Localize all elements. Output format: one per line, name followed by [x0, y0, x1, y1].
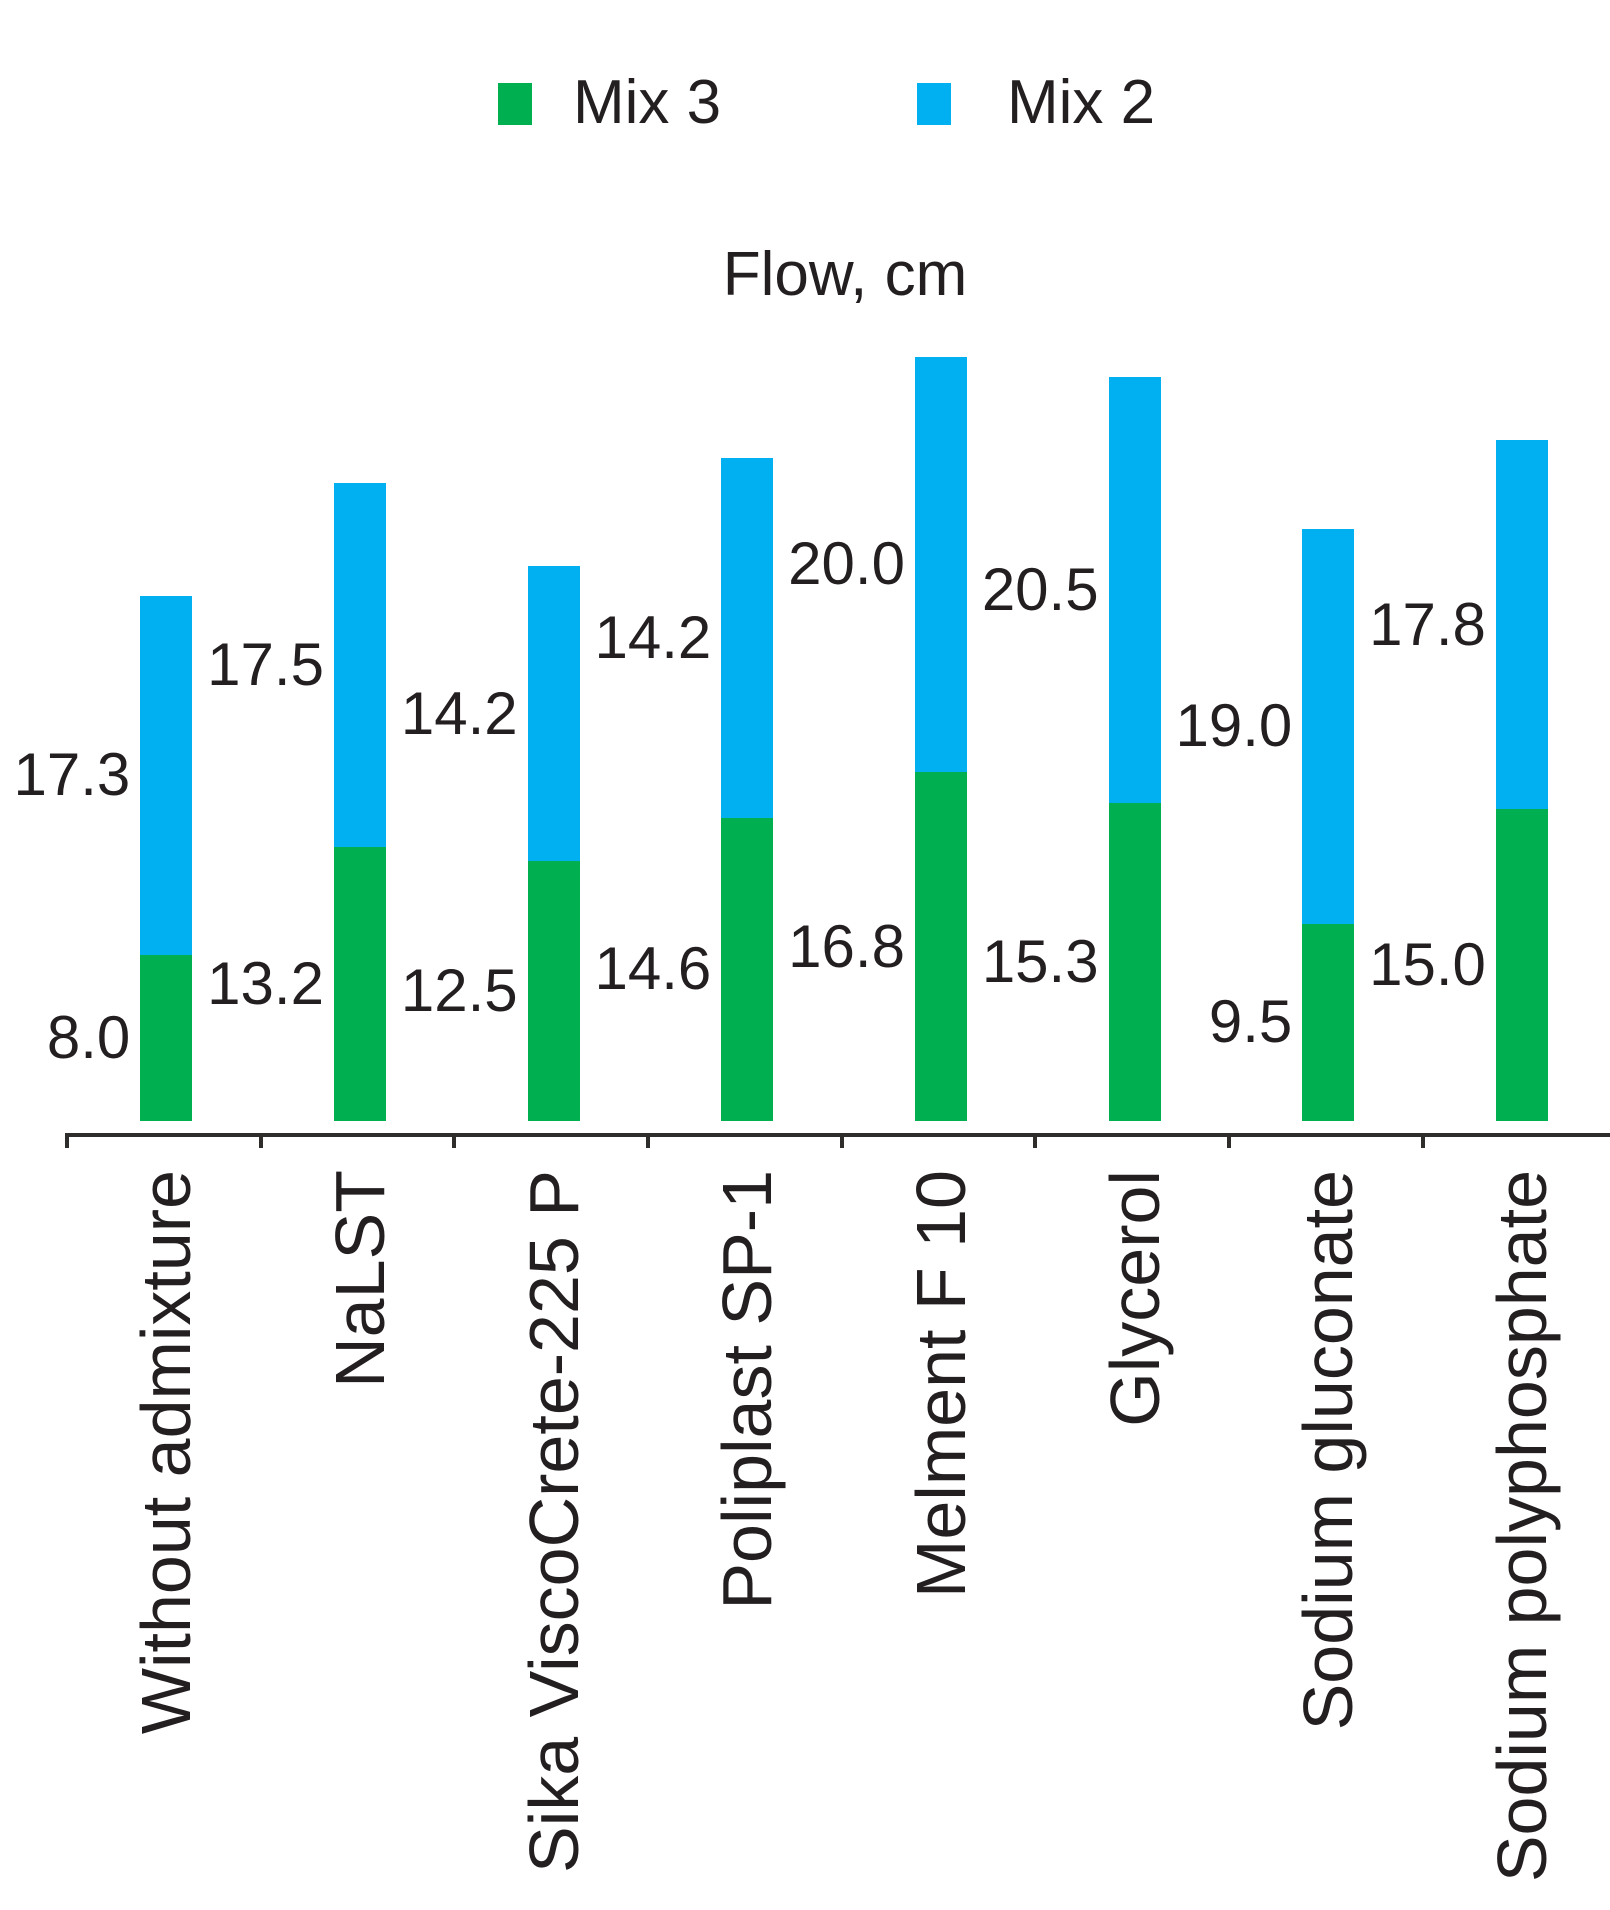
- bar-mix2-segment: [527, 566, 580, 862]
- bar-mix3-segment: [721, 817, 774, 1121]
- bar-mix2-segment: [1302, 529, 1355, 924]
- bar-mix2-segment: [914, 356, 967, 773]
- legend-swatch-mix3: [498, 83, 532, 125]
- category-label: NaLST: [320, 1170, 399, 1388]
- mix2-value-label: 17.3: [13, 741, 131, 809]
- x-axis-line: [66, 1133, 1610, 1137]
- mix3-value-label: 12.5: [400, 957, 518, 1025]
- bar-mix3-segment: [333, 846, 386, 1121]
- category-label: Melment F 10: [901, 1170, 980, 1598]
- bar-mix3-segment: [1495, 809, 1548, 1121]
- category-label: Sika ViscoCrete-225 P: [514, 1170, 593, 1873]
- mix3-value-label: 8.0: [46, 1003, 131, 1071]
- mix2-value-label: 19.0: [1175, 692, 1293, 760]
- bar-mix2-segment: [333, 483, 386, 847]
- legend-label-mix3: Mix 3: [573, 68, 722, 137]
- legend-swatch-mix2: [917, 83, 951, 125]
- bar-mix3-segment: [1108, 803, 1161, 1121]
- category-label: Sodium gluconate: [1289, 1170, 1368, 1731]
- bar-mix2-segment: [1108, 377, 1161, 804]
- mix3-value-label: 13.2: [207, 949, 324, 1017]
- category-label: Without admixture: [127, 1170, 206, 1735]
- bar-mix2-segment: [140, 595, 193, 955]
- mix3-value-label: 9.5: [1208, 988, 1293, 1056]
- category-label: Glycerol: [1095, 1170, 1174, 1427]
- axis-tick: [1420, 1133, 1425, 1148]
- axis-tick: [1226, 1133, 1231, 1148]
- mix2-value-label: 17.8: [1369, 590, 1486, 658]
- mix2-value-label: 14.2: [400, 679, 518, 747]
- mix2-value-label: 20.5: [981, 556, 1099, 624]
- axis-tick: [452, 1133, 457, 1148]
- bar-mix3-segment: [1302, 923, 1355, 1121]
- chart-title: Flow, cm: [722, 240, 968, 309]
- axis-tick: [65, 1133, 69, 1148]
- mix3-value-label: 15.0: [1369, 931, 1486, 999]
- category-label: Poliplast SP-1: [708, 1170, 787, 1610]
- bar-mix3-segment: [527, 861, 580, 1121]
- axis-tick: [1033, 1133, 1038, 1148]
- bar-mix3-segment: [140, 954, 193, 1121]
- axis-tick: [839, 1133, 844, 1148]
- mix2-value-label: 20.0: [788, 530, 905, 598]
- mix3-value-label: 15.3: [981, 928, 1099, 996]
- bar-mix3-segment: [914, 772, 967, 1121]
- mix3-value-label: 16.8: [788, 912, 905, 980]
- category-label: Sodium polyphosphate: [1482, 1170, 1561, 1883]
- mix2-value-label: 17.5: [207, 631, 324, 699]
- mix3-value-label: 14.6: [594, 935, 712, 1003]
- mix2-value-label: 14.2: [594, 604, 712, 672]
- axis-tick: [258, 1133, 263, 1148]
- bar-mix2-segment: [1495, 439, 1548, 810]
- axis-tick: [645, 1133, 650, 1148]
- bar-mix2-segment: [721, 458, 774, 818]
- legend-label-mix2: Mix 2: [1007, 68, 1156, 137]
